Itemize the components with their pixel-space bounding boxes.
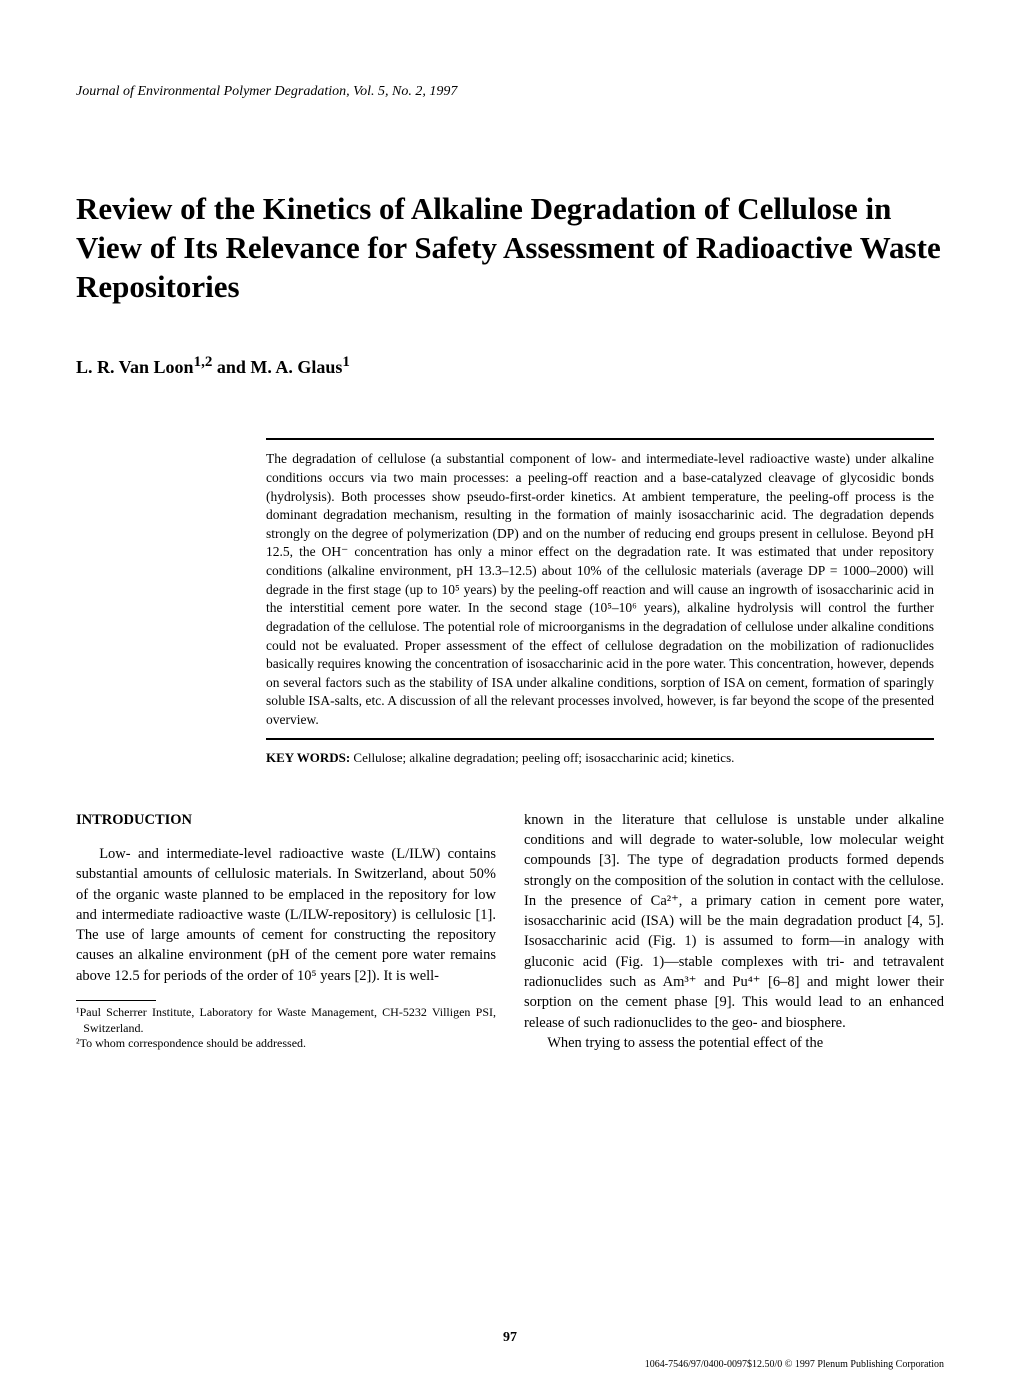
keywords-line: KEY WORDS: Cellulose; alkaline degradati… [266,750,934,766]
page-number: 97 [503,1330,517,1346]
footnote-affiliation: ¹Paul Scherrer Institute, Laboratory for… [76,1005,496,1036]
column-right: known in the literature that cellulose i… [524,810,944,1054]
journal-header: Journal of Environmental Polymer Degrada… [76,84,944,100]
keywords-text: Cellulose; alkaline degradation; peeling… [350,750,734,765]
paper-title: Review of the Kinetics of Alkaline Degra… [76,190,944,306]
keywords-label: KEY WORDS: [266,750,350,765]
body-columns: INTRODUCTION Low- and intermediate-level… [76,810,944,1054]
section-heading-introduction: INTRODUCTION [76,810,496,830]
authors-line: L. R. Van Loon1,2 and M. A. Glaus1 [76,354,944,378]
footnote-rule [76,1000,156,1001]
body-paragraph: known in the literature that cellulose i… [524,810,944,1033]
abstract-block: The degradation of cellulose (a substant… [266,438,934,739]
footnote-correspondence: ²To whom correspondence should be addres… [76,1036,496,1052]
abstract-text: The degradation of cellulose (a substant… [266,451,934,727]
body-paragraph: Low- and intermediate-level radioactive … [76,844,496,986]
body-paragraph: When trying to assess the potential effe… [524,1033,944,1053]
column-left: INTRODUCTION Low- and intermediate-level… [76,810,496,1054]
copyright-line: 1064-7546/97/0400-0097$12.50/0 © 1997 Pl… [645,1359,944,1370]
